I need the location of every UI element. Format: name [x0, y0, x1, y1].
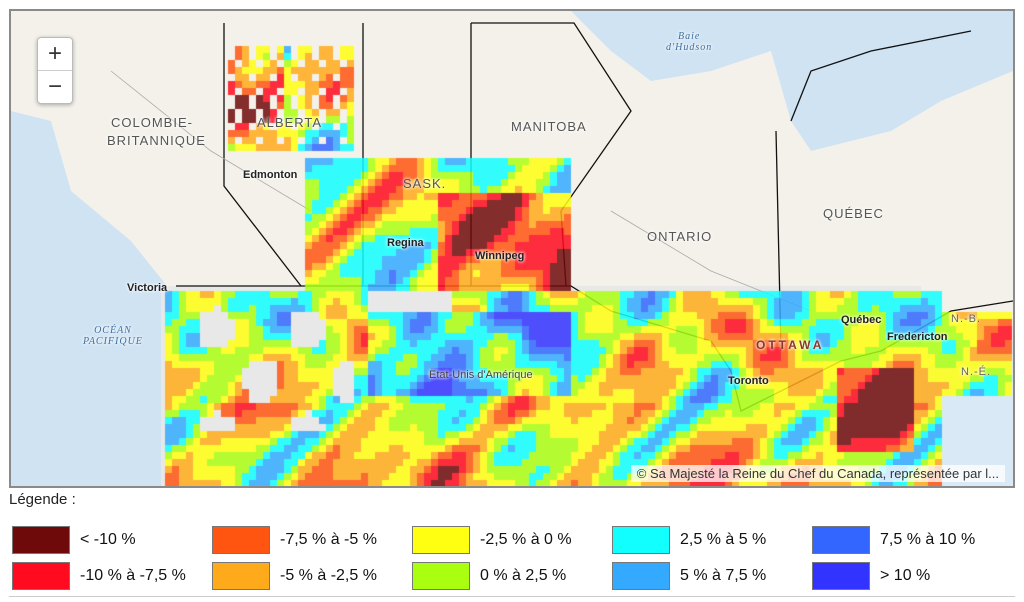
legend-label: -2,5 % à 0 %: [480, 531, 572, 548]
legend-swatch: [212, 562, 270, 590]
label-regina: Regina: [387, 237, 424, 249]
label-manitoba: MANITOBA: [511, 119, 587, 134]
legend-label: 7,5 % à 10 %: [880, 531, 976, 548]
legend-item: < -10 %: [12, 526, 212, 554]
zoom-in-button[interactable]: +: [47, 40, 62, 67]
legend-swatch: [812, 562, 870, 590]
map-attribution[interactable]: © Sa Majesté la Reine du Chef du Canada,…: [630, 465, 1005, 482]
legend-label: < -10 %: [80, 531, 136, 548]
legend-label: -10 % à -7,5 %: [80, 567, 186, 584]
precipitation-anomaly-overlay: [11, 11, 1013, 486]
map-viewport[interactable]: + − COLOMBIE- BRITANNIQUE ALBERTA SASK. …: [9, 9, 1015, 488]
legend-title: Légende :: [9, 491, 76, 508]
hudson-line-1: Baie: [677, 31, 701, 42]
pacific-line-2: PACIFIQUE: [83, 336, 143, 347]
legend-swatch: [812, 526, 870, 554]
label-bc-1: COLOMBIE-: [111, 115, 193, 130]
legend-swatch: [12, 562, 70, 590]
label-usa: Etat-Unis d'Amérique: [429, 369, 533, 381]
zoom-controls: + −: [37, 37, 73, 104]
label-victoria: Victoria: [127, 282, 168, 294]
divider: [9, 596, 1015, 597]
legend-swatch: [412, 526, 470, 554]
legend-label: > 10 %: [880, 567, 931, 584]
label-hudson-bay: Baie d'Hudson: [666, 31, 712, 53]
label-quebec-city: Québec: [841, 314, 882, 326]
legend-swatch: [412, 562, 470, 590]
label-bc-2: BRITANNIQUE: [107, 133, 206, 148]
legend-item: 2,5 % à 5 %: [612, 526, 812, 554]
label-toronto: Toronto: [728, 375, 769, 387]
legend-item: -5 % à -2,5 %: [212, 562, 412, 590]
hudson-line-2: d'Hudson: [666, 42, 713, 53]
legend-item: -2,5 % à 0 %: [412, 526, 612, 554]
label-winnipeg: Winnipeg: [475, 250, 525, 262]
label-quebec-province: QUÉBEC: [823, 206, 884, 221]
legend-label: 2,5 % à 5 %: [680, 531, 767, 548]
legend-label: -5 % à -2,5 %: [280, 567, 377, 584]
legend-item: -10 % à -7,5 %: [12, 562, 212, 590]
legend-swatch: [12, 526, 70, 554]
legend-item: -7,5 % à -5 %: [212, 526, 412, 554]
label-nb: N.-B.: [951, 313, 982, 325]
legend-label: 0 % à 2,5 %: [480, 567, 567, 584]
legend-item: 5 % à 7,5 %: [612, 562, 812, 590]
legend-label: 5 % à 7,5 %: [680, 567, 767, 584]
legend-item: > 10 %: [812, 562, 1012, 590]
label-pacific-ocean: OCÉAN PACIFIQUE: [83, 325, 143, 347]
legend-item: 0 % à 2,5 %: [412, 562, 612, 590]
legend: < -10 % -7,5 % à -5 % -2,5 % à 0 % 2,5 % à …: [12, 526, 1012, 590]
label-alberta: ALBERTA: [257, 115, 323, 130]
pacific-line-1: OCÉAN: [94, 325, 132, 336]
legend-swatch: [612, 526, 670, 554]
legend-swatch: [612, 562, 670, 590]
zoom-out-button[interactable]: −: [38, 70, 72, 103]
label-ns: N.-É.: [961, 366, 992, 378]
legend-swatch: [212, 526, 270, 554]
label-ottawa: OTTAWA: [756, 338, 825, 352]
label-ontario: ONTARIO: [647, 229, 713, 244]
legend-item: 7,5 % à 10 %: [812, 526, 1012, 554]
label-fredericton: Fredericton: [887, 331, 948, 343]
legend-label: -7,5 % à -5 %: [280, 531, 377, 548]
label-edmonton: Edmonton: [243, 169, 298, 181]
label-sask: SASK.: [403, 176, 447, 191]
